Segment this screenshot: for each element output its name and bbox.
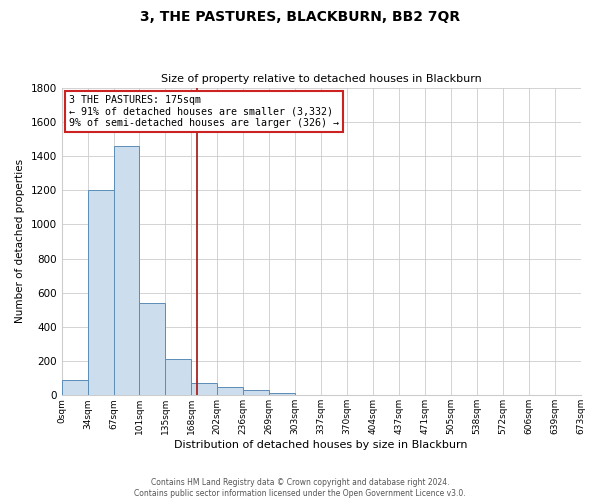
X-axis label: Distribution of detached houses by size in Blackburn: Distribution of detached houses by size … [175,440,468,450]
Bar [269,392,295,396]
Bar [217,386,243,396]
Bar [139,303,166,396]
Bar [88,190,113,396]
Bar [243,390,269,396]
Bar [113,146,139,396]
Bar [191,384,217,396]
Text: 3 THE PASTURES: 175sqm
← 91% of detached houses are smaller (3,332)
9% of semi-d: 3 THE PASTURES: 175sqm ← 91% of detached… [70,95,340,128]
Text: Contains HM Land Registry data © Crown copyright and database right 2024.
Contai: Contains HM Land Registry data © Crown c… [134,478,466,498]
Bar [62,380,88,396]
Title: Size of property relative to detached houses in Blackburn: Size of property relative to detached ho… [161,74,481,84]
Bar [166,360,191,396]
Y-axis label: Number of detached properties: Number of detached properties [15,160,25,324]
Text: 3, THE PASTURES, BLACKBURN, BB2 7QR: 3, THE PASTURES, BLACKBURN, BB2 7QR [140,10,460,24]
